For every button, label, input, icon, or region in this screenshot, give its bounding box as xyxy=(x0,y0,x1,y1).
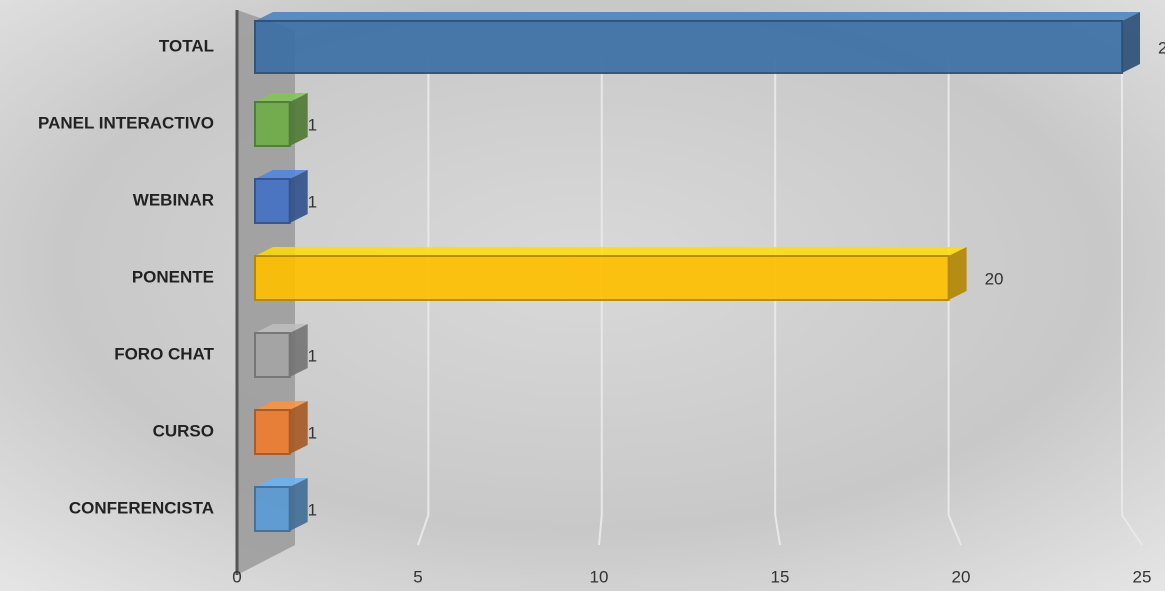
y-tick-label: CONFERENCISTA xyxy=(69,498,214,517)
bar-top xyxy=(255,478,308,487)
y-tick-label: PANEL INTERACTIVO xyxy=(38,113,214,132)
bar xyxy=(254,409,291,455)
bar-top xyxy=(255,401,308,410)
grid-line xyxy=(598,60,603,546)
y-tick-label: FORO CHAT xyxy=(114,344,214,363)
grid-line xyxy=(947,60,962,546)
bar-side xyxy=(289,324,308,377)
bar-top xyxy=(255,247,967,256)
value-label: 1 xyxy=(308,500,317,519)
bar-top xyxy=(255,12,1140,21)
value-label: 1 xyxy=(308,346,317,365)
grid-line xyxy=(774,60,781,546)
value-label: 25 xyxy=(1158,38,1165,57)
value-label: 20 xyxy=(985,269,1004,288)
y-tick-label: PONENTE xyxy=(132,267,214,286)
y-tick-label: CURSO xyxy=(153,421,214,440)
bar xyxy=(254,255,950,301)
bar xyxy=(254,101,291,147)
bar-side xyxy=(289,93,308,146)
x-tick-label: 20 xyxy=(952,567,971,586)
y-tick-label: TOTAL xyxy=(159,36,214,55)
x-tick-label: 5 xyxy=(413,567,422,586)
bar-side xyxy=(289,401,308,454)
grid-line xyxy=(417,60,430,546)
x-tick-label: 15 xyxy=(771,567,790,586)
x-tick-label: 25 xyxy=(1133,567,1152,586)
value-label: 1 xyxy=(308,115,317,134)
grid-line xyxy=(1121,60,1143,546)
value-label: 1 xyxy=(308,192,317,211)
bar-top xyxy=(255,170,308,179)
y-tick-label: WEBINAR xyxy=(133,190,214,209)
bar-side xyxy=(289,170,308,223)
value-label: 1 xyxy=(308,423,317,442)
x-tick-label: 0 xyxy=(232,567,241,586)
bar-top xyxy=(255,93,308,102)
bar-top xyxy=(255,324,308,333)
bar xyxy=(254,486,291,532)
bar xyxy=(254,20,1123,74)
bar-side xyxy=(289,478,308,531)
bar xyxy=(254,332,291,378)
bar-side xyxy=(948,247,967,300)
bar-side xyxy=(1122,12,1140,73)
bar xyxy=(254,178,291,224)
x-tick-label: 10 xyxy=(590,567,609,586)
